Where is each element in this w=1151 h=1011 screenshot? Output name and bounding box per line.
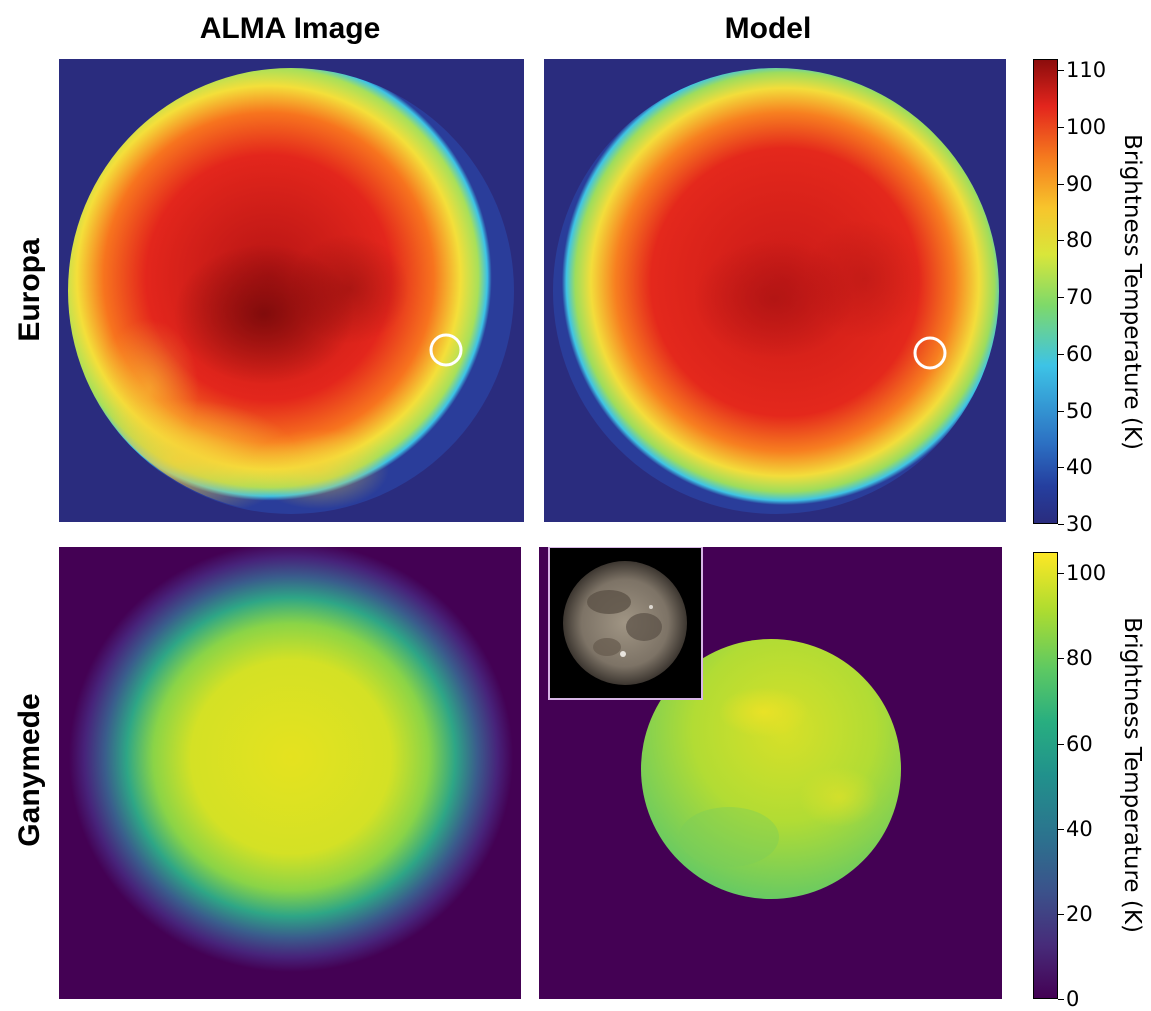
ganymede-alma-image	[59, 547, 521, 999]
row-title-ganymede: Ganymede	[13, 693, 46, 847]
europa-model-marker-circle	[913, 336, 947, 370]
europa-colorbar-tick-label: 100	[1066, 115, 1107, 140]
ganymede-colorbar-tick-label: 80	[1066, 646, 1093, 671]
europa-alma-marker-circle	[429, 333, 463, 367]
europa-colorbar-tick-mark	[1058, 353, 1064, 355]
europa-colorbar-tick-label: 110	[1066, 58, 1107, 83]
europa-colorbar-tick-mark	[1058, 70, 1064, 72]
europa-colorbar	[1033, 59, 1058, 524]
europa-colorbar-tick-label: 80	[1066, 228, 1093, 253]
ganymede-colorbar-tick-mark	[1058, 828, 1064, 830]
europa-colorbar-tick-mark	[1058, 240, 1064, 242]
europa-colorbar-tick-label: 60	[1066, 341, 1093, 366]
europa-colorbar-label: Brightness Temperature (K)	[1119, 134, 1145, 450]
europa-colorbar-tick-mark	[1058, 127, 1064, 129]
row-title-europa: Europa	[13, 238, 46, 342]
ganymede-colorbar-tick-mark	[1058, 999, 1064, 1000]
ganymede-colorbar-tick-label: 60	[1066, 731, 1093, 756]
europa-colorbar-tick-label: 70	[1066, 285, 1093, 310]
ganymede-colorbar-label: Brightness Temperature (K)	[1119, 617, 1145, 933]
europa-colorbar-tick-label: 30	[1066, 512, 1093, 536]
ganymede-model-image	[539, 547, 1002, 999]
europa-colorbar-tick-mark	[1058, 410, 1064, 412]
ganymede-colorbar	[1033, 552, 1058, 999]
europa-colorbar-tick-mark	[1058, 183, 1064, 185]
europa-colorbar-tick-label: 90	[1066, 171, 1093, 196]
europa-colorbar-tick-label: 40	[1066, 455, 1093, 480]
column-title-alma: ALMA Image	[199, 12, 381, 45]
ganymede-colorbar-tick-mark	[1058, 658, 1064, 660]
europa-alma-image	[59, 59, 524, 522]
column-title-model: Model	[724, 12, 812, 45]
ganymede-colorbar-tick-mark	[1058, 913, 1064, 915]
ganymede-colorbar-tick-label: 0	[1066, 987, 1080, 1011]
europa-colorbar-tick-mark	[1058, 297, 1064, 299]
ganymede-colorbar-tick-mark	[1058, 573, 1064, 575]
ganymede-colorbar-tick-mark	[1058, 743, 1064, 745]
europa-colorbar-tick-label: 50	[1066, 398, 1093, 423]
europa-model-image	[544, 59, 1006, 522]
ganymede-colorbar-tick-label: 20	[1066, 901, 1093, 926]
ganymede-colorbar-tick-label: 40	[1066, 816, 1093, 841]
europa-colorbar-tick-mark	[1058, 524, 1064, 525]
ganymede-inset-photo	[548, 547, 703, 700]
ganymede-colorbar-tick-label: 100	[1066, 561, 1107, 586]
europa-colorbar-tick-mark	[1058, 467, 1064, 469]
